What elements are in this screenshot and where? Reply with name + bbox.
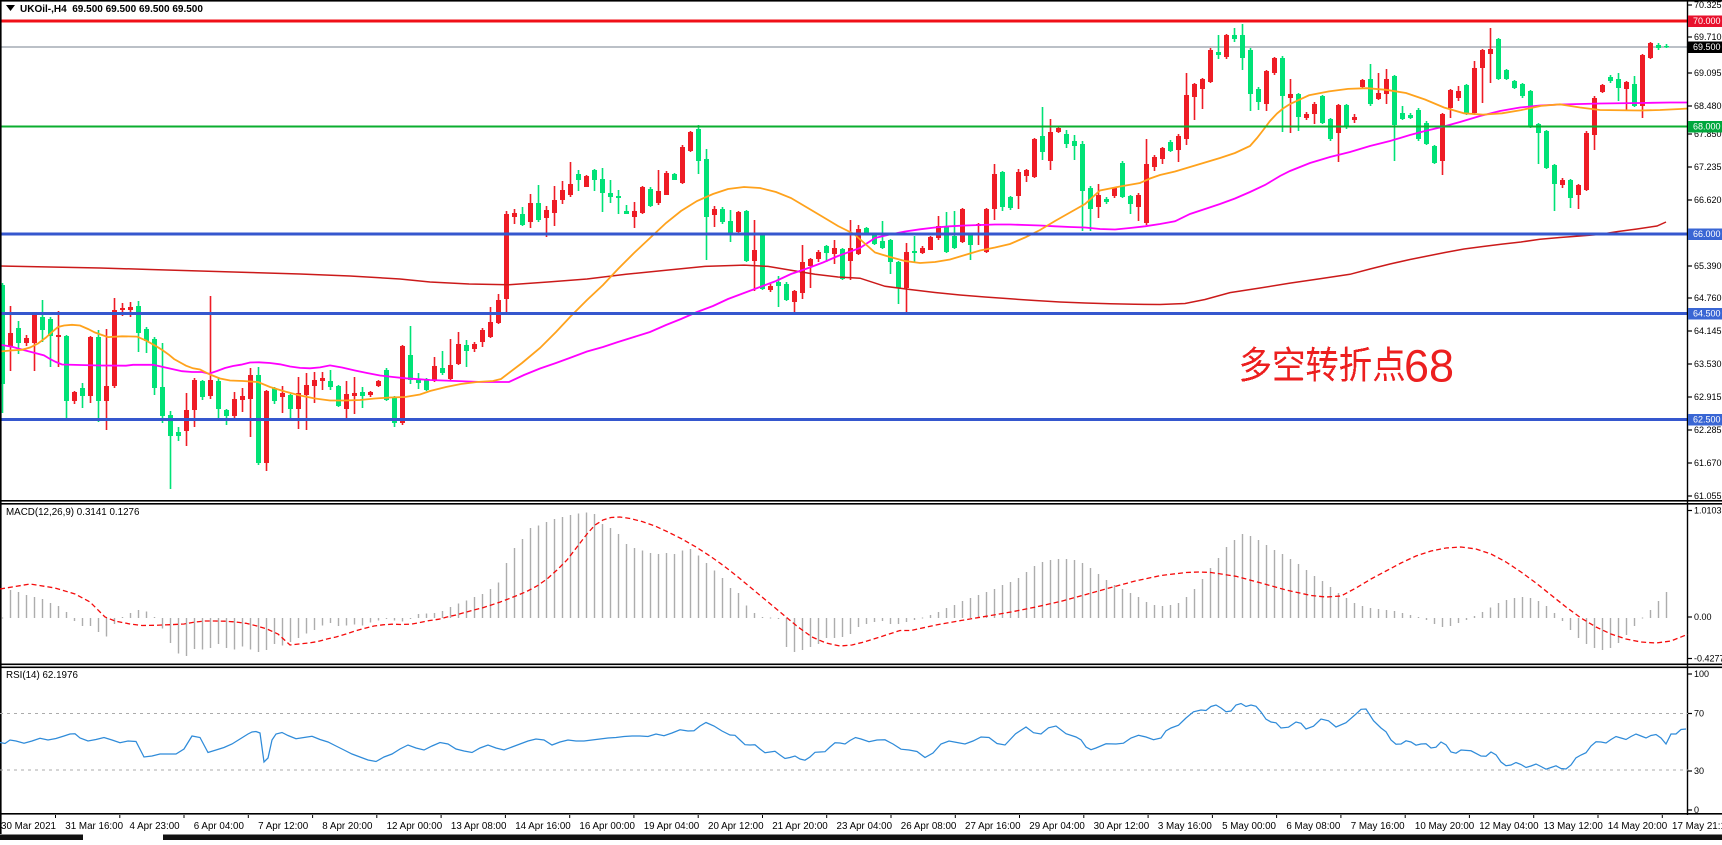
svg-text:3 May 16:00: 3 May 16:00 <box>1158 821 1212 832</box>
svg-text:1.0103: 1.0103 <box>1694 506 1722 516</box>
svg-text:65.390: 65.390 <box>1694 261 1722 271</box>
svg-text:8 Apr 20:00: 8 Apr 20:00 <box>322 821 373 832</box>
svg-text:27 Apr 16:00: 27 Apr 16:00 <box>965 821 1021 832</box>
svg-text:12 Apr 00:00: 12 Apr 00:00 <box>387 821 443 832</box>
svg-text:62.285: 62.285 <box>1694 425 1722 435</box>
svg-text:30 Mar 2021: 30 Mar 2021 <box>1 821 56 832</box>
svg-text:66.000: 66.000 <box>1693 229 1721 239</box>
svg-text:12 May 04:00: 12 May 04:00 <box>1479 821 1539 832</box>
svg-text:70.000: 70.000 <box>1693 16 1721 26</box>
svg-text:MACD(12,26,9) 0.3141 0.1276: MACD(12,26,9) 0.3141 0.1276 <box>6 507 140 518</box>
svg-text:30: 30 <box>1694 766 1704 776</box>
svg-text:7 May 16:00: 7 May 16:00 <box>1351 821 1405 832</box>
svg-text:68.000: 68.000 <box>1693 122 1721 132</box>
svg-text:62.500: 62.500 <box>1693 415 1721 425</box>
svg-text:29 Apr 04:00: 29 Apr 04:00 <box>1029 821 1085 832</box>
svg-text:100: 100 <box>1694 669 1709 679</box>
svg-text:5 May 00:00: 5 May 00:00 <box>1222 821 1276 832</box>
svg-text:23 Apr 04:00: 23 Apr 04:00 <box>837 821 893 832</box>
svg-text:20 Apr 12:00: 20 Apr 12:00 <box>708 821 764 832</box>
svg-text:RSI(14) 62.1976: RSI(14) 62.1976 <box>6 670 78 681</box>
svg-text:64.500: 64.500 <box>1693 309 1721 319</box>
svg-text:63.530: 63.530 <box>1694 359 1722 369</box>
svg-text:7 Apr 12:00: 7 Apr 12:00 <box>258 821 309 832</box>
svg-text:69.095: 69.095 <box>1694 68 1722 78</box>
svg-text:21 Apr 20:00: 21 Apr 20:00 <box>772 821 828 832</box>
svg-text:69.710: 69.710 <box>1694 32 1722 42</box>
svg-text:26 Apr 08:00: 26 Apr 08:00 <box>901 821 957 832</box>
svg-text:16 Apr 00:00: 16 Apr 00:00 <box>579 821 635 832</box>
svg-text:10 May 20:00: 10 May 20:00 <box>1415 821 1475 832</box>
svg-text:13 Apr 08:00: 13 Apr 08:00 <box>451 821 507 832</box>
svg-text:64.145: 64.145 <box>1694 326 1722 336</box>
svg-text:19 Apr 04:00: 19 Apr 04:00 <box>644 821 700 832</box>
svg-text:6 Apr 04:00: 6 Apr 04:00 <box>194 821 245 832</box>
svg-text:64.760: 64.760 <box>1694 293 1722 303</box>
svg-text:66.620: 66.620 <box>1694 195 1722 205</box>
svg-text:67.850: 67.850 <box>1694 129 1722 139</box>
svg-text:61.670: 61.670 <box>1694 458 1722 468</box>
svg-text:14 May 20:00: 14 May 20:00 <box>1608 821 1668 832</box>
svg-text:70.325: 70.325 <box>1694 0 1722 10</box>
svg-text:0.00: 0.00 <box>1694 612 1712 622</box>
svg-text:4 Apr 23:00: 4 Apr 23:00 <box>130 821 181 832</box>
svg-text:69.500: 69.500 <box>1693 42 1721 52</box>
svg-text:14 Apr 16:00: 14 Apr 16:00 <box>515 821 571 832</box>
svg-text:67.235: 67.235 <box>1694 162 1722 172</box>
svg-text:62.915: 62.915 <box>1694 392 1722 402</box>
svg-text:30 Apr 12:00: 30 Apr 12:00 <box>1094 821 1150 832</box>
svg-text:31 Mar 16:00: 31 Mar 16:00 <box>65 821 123 832</box>
svg-text:0: 0 <box>1694 805 1699 815</box>
svg-text:68.480: 68.480 <box>1694 101 1722 111</box>
svg-text:-0.4277: -0.4277 <box>1694 654 1722 664</box>
svg-text:61.055: 61.055 <box>1694 491 1722 501</box>
svg-text:13 May 12:00: 13 May 12:00 <box>1544 821 1604 832</box>
svg-text:UKOil-,H4 69.500 69.500 69.50: UKOil-,H4 69.500 69.500 69.500 69.500 <box>20 4 203 15</box>
svg-text:70: 70 <box>1694 709 1704 719</box>
svg-text:17 May 21:15: 17 May 21:15 <box>1672 821 1722 832</box>
svg-text:68: 68 <box>1404 341 1454 392</box>
svg-text:6 May 08:00: 6 May 08:00 <box>1286 821 1340 832</box>
